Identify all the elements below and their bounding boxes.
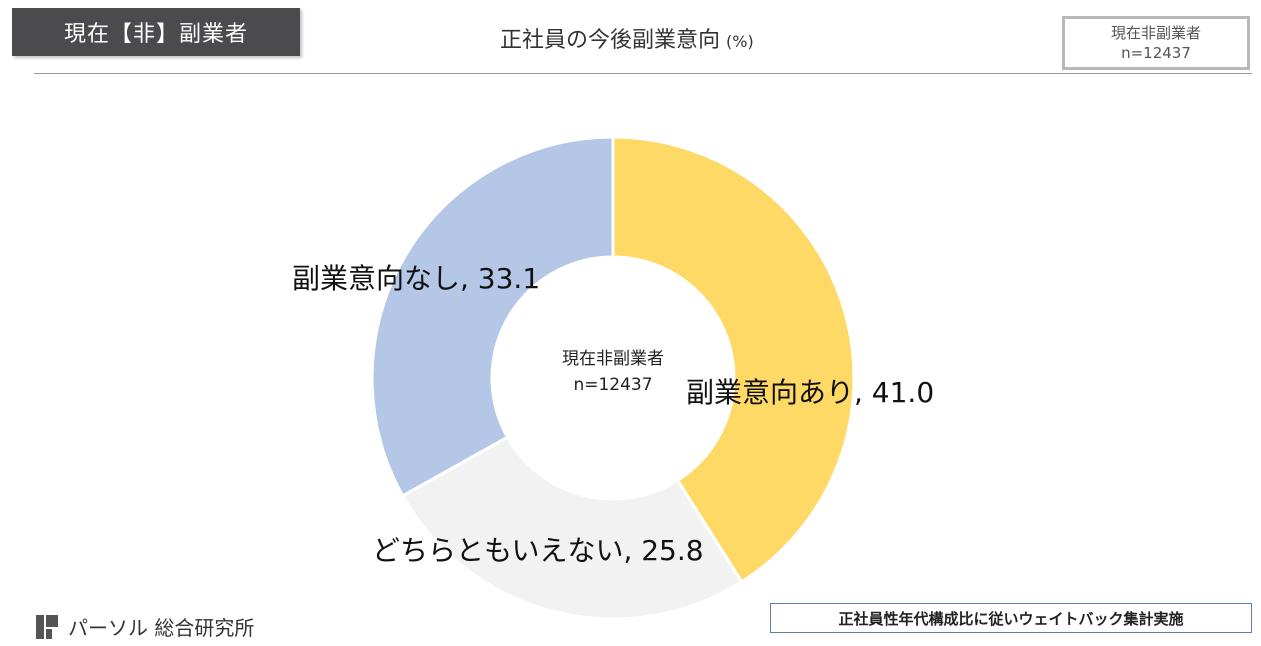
header-divider — [34, 73, 1252, 74]
sample-size-group: 現在非副業者 — [1110, 24, 1201, 42]
company-name: パーソル 総合研究所 — [68, 616, 255, 640]
donut-labels: 副業意向あり, 41.0 どちらともいえない, 25.8 副業意向なし, 33.1 — [292, 262, 934, 567]
weighting-note: 正社員性年代構成比に従いウェイトバック集計実施 — [770, 603, 1252, 633]
chart-title: 正社員の今後副業意向 (%) — [500, 22, 754, 54]
chart-title-unit: (%) — [726, 32, 754, 51]
chart-title-text: 正社員の今後副業意向 — [500, 28, 721, 53]
donut-slices — [370, 135, 856, 621]
donut-slice — [370, 135, 615, 498]
slice-data-label: 副業意向あり, 41.0 — [686, 376, 934, 409]
donut-slice — [611, 135, 856, 584]
slice-data-label: 副業意向なし, 33.1 — [292, 262, 540, 295]
sample-size-n: n=12437 — [1121, 44, 1191, 62]
sample-size-box: 現在非副業者 n=12437 — [1062, 16, 1250, 70]
logo-mark-icon — [36, 614, 58, 639]
center-label-group: 現在非副業者 — [562, 349, 664, 369]
donut-slice — [400, 435, 744, 621]
segment-badge: 現在【非】副業者 — [12, 8, 300, 56]
slice-data-label: どちらともいえない, 25.8 — [372, 534, 704, 567]
center-label-n: n=12437 — [573, 375, 652, 395]
company-logo: パーソル 総合研究所 — [36, 612, 254, 641]
